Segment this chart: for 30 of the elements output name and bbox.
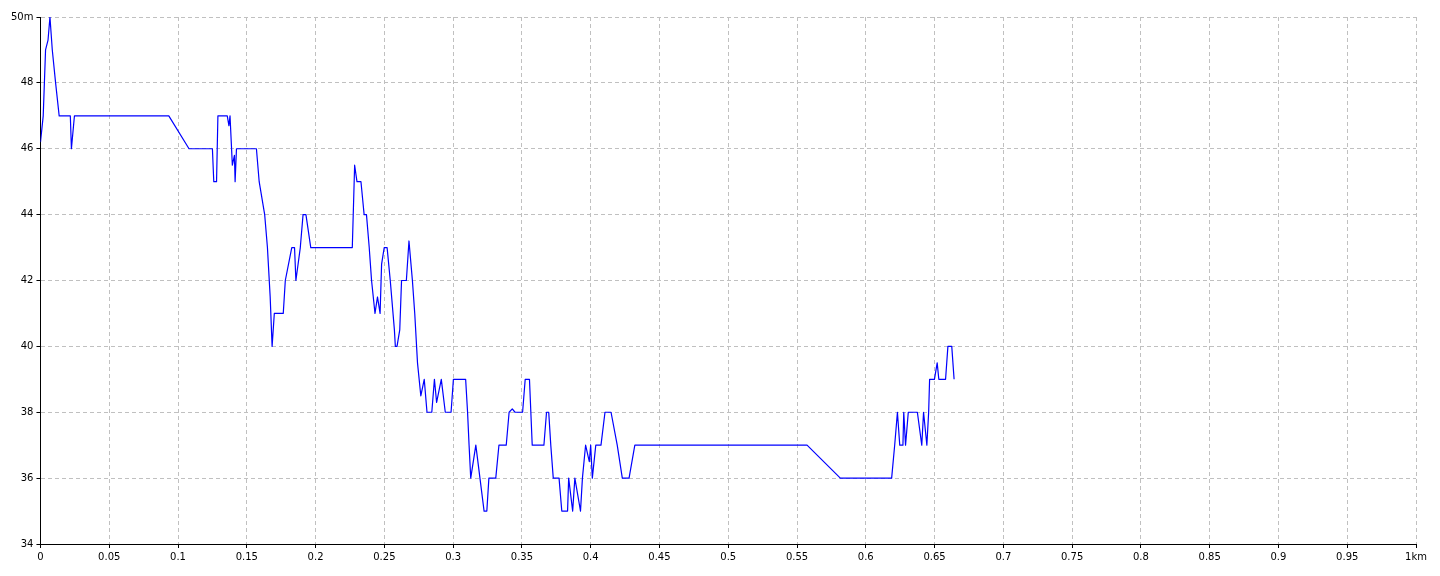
y-tick-label: 44 xyxy=(20,208,34,220)
y-tick-label: 40 xyxy=(20,339,34,351)
x-tick-label: 0.1 xyxy=(170,550,186,562)
x-tick-label: 0.6 xyxy=(857,550,874,562)
x-tick-label: 0.35 xyxy=(510,550,534,562)
y-tick-label: 36 xyxy=(20,471,34,483)
x-tick-label: 0.5 xyxy=(720,550,737,562)
y-tick-label: 38 xyxy=(20,405,34,417)
x-tick-label: 0.65 xyxy=(923,550,946,562)
y-tick-label: 34 xyxy=(20,537,34,549)
x-tick-label: 1km xyxy=(1405,550,1427,562)
y-tick-label: 42 xyxy=(20,274,34,286)
x-tick-label: 0.2 xyxy=(307,550,324,562)
x-tick-label: 0.3 xyxy=(445,550,462,562)
x-tick-label: 0 xyxy=(37,550,44,562)
x-tick-label: 0.55 xyxy=(785,550,809,562)
y-tick-label: 46 xyxy=(20,142,34,154)
x-tick-label: 0.8 xyxy=(1132,550,1149,562)
y-tick-label: 48 xyxy=(20,76,34,88)
x-tick-label: 0.95 xyxy=(1336,550,1359,562)
x-tick-label: 0.4 xyxy=(582,550,599,562)
x-tick-label: 0.7 xyxy=(995,550,1012,562)
x-tick-label: 0.45 xyxy=(648,550,671,562)
x-tick-label: 0.25 xyxy=(373,550,396,562)
x-tick-label: 0.9 xyxy=(1270,550,1287,562)
x-tick-label: 0.75 xyxy=(1060,550,1084,562)
x-tick-label: 0.05 xyxy=(98,550,121,562)
x-tick-label: 0.15 xyxy=(235,550,258,562)
y-tick-label: 50m xyxy=(11,10,34,22)
x-tick-label: 0.85 xyxy=(1198,550,1221,562)
